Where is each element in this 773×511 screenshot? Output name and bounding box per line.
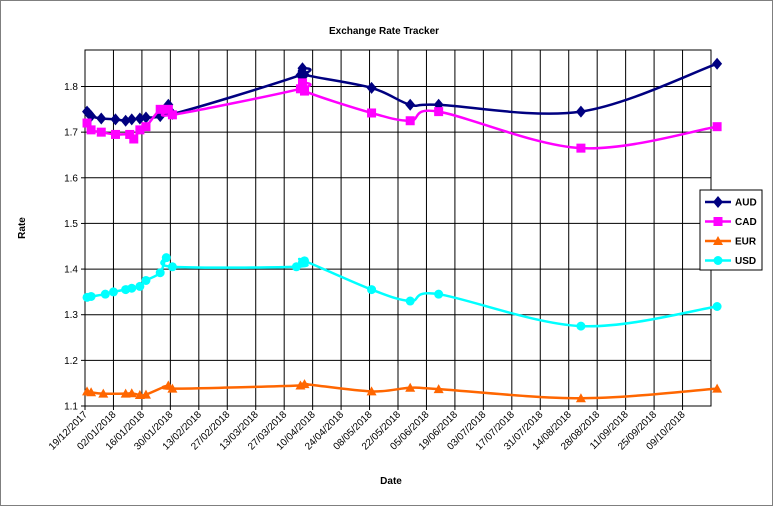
data-point-aud xyxy=(575,105,586,118)
data-point-eur xyxy=(575,393,586,403)
chart-title: Exchange Rate Tracker xyxy=(329,26,439,37)
data-point-aud xyxy=(140,111,151,124)
data-point-usd xyxy=(127,283,137,293)
data-point-eur xyxy=(140,389,151,399)
data-point-aud xyxy=(126,113,137,126)
data-point-aud xyxy=(299,68,310,81)
data-point-eur xyxy=(299,379,310,389)
series-layer xyxy=(82,57,723,403)
data-point-aud xyxy=(405,98,416,111)
data-point-cad xyxy=(155,104,165,114)
data-point-usd xyxy=(141,275,151,285)
data-point-usd xyxy=(100,289,110,299)
y-tick-label: 1.6 xyxy=(64,173,78,184)
data-point-cad xyxy=(576,143,586,153)
legend-box xyxy=(699,189,763,271)
legend-label: EUR xyxy=(735,237,757,248)
y-tick-label: 1.2 xyxy=(64,356,78,367)
data-point-cad xyxy=(405,116,415,126)
data-point-usd xyxy=(155,268,165,278)
data-point-eur xyxy=(98,388,109,398)
data-point-usd xyxy=(367,285,377,295)
y-tick-label: 1.7 xyxy=(64,128,78,139)
data-point-aud xyxy=(712,57,723,70)
data-point-cad xyxy=(141,122,151,132)
legend-item-cad: CAD xyxy=(705,217,757,228)
legend-marker-cad xyxy=(713,217,723,226)
data-point-aud xyxy=(366,81,377,94)
data-point-cad xyxy=(82,118,92,128)
data-point-aud xyxy=(96,112,107,125)
data-point-usd xyxy=(300,256,310,266)
data-point-eur xyxy=(86,387,97,397)
data-point-cad xyxy=(86,125,96,135)
y-axis: 1.1 1.2 1.3 1.4 1.5 1.6 1.7 1.8 xyxy=(64,82,85,413)
data-point-cad xyxy=(434,107,444,117)
legend-marker-aud xyxy=(713,196,723,208)
legend-item-usd: USD xyxy=(705,256,756,267)
series-usd xyxy=(82,253,722,331)
data-point-usd xyxy=(167,262,177,272)
data-point-eur xyxy=(433,384,444,394)
x-axis-label: Date xyxy=(380,476,402,487)
y-tick-label: 1.5 xyxy=(64,219,78,230)
legend-label: CAD xyxy=(735,217,757,228)
data-point-eur xyxy=(405,382,416,392)
data-point-usd xyxy=(434,289,444,299)
data-point-cad xyxy=(300,86,310,96)
data-point-eur xyxy=(712,383,723,393)
series-cad xyxy=(82,78,722,153)
data-point-cad xyxy=(96,127,106,137)
legend-item-aud: AUD xyxy=(705,196,757,209)
legend-label: USD xyxy=(735,256,756,267)
legend-item-eur: EUR xyxy=(705,236,757,248)
data-point-usd xyxy=(161,253,171,263)
legend: AUD CAD EUR USD xyxy=(699,189,763,271)
data-point-usd xyxy=(86,291,96,301)
data-point-cad xyxy=(129,134,139,144)
data-point-cad xyxy=(712,122,722,132)
data-point-usd xyxy=(135,281,145,291)
data-point-cad xyxy=(110,129,120,139)
y-tick-label: 1.3 xyxy=(64,310,78,321)
data-point-eur xyxy=(366,386,377,396)
data-point-cad xyxy=(135,125,145,135)
data-point-aud xyxy=(134,112,145,125)
data-point-cad xyxy=(297,78,307,88)
data-point-eur xyxy=(167,383,178,393)
data-point-cad xyxy=(163,104,173,114)
y-tick-label: 1.1 xyxy=(64,402,78,413)
series-eur xyxy=(82,379,723,403)
y-axis-label: Rate xyxy=(17,217,28,239)
data-point-usd xyxy=(576,321,586,331)
data-point-aud xyxy=(110,113,121,126)
legend-marker-usd xyxy=(713,256,723,265)
y-tick-label: 1.8 xyxy=(64,82,78,93)
data-point-usd xyxy=(405,296,415,306)
data-point-cad xyxy=(125,129,135,139)
data-point-cad xyxy=(367,108,377,118)
legend-marker-eur xyxy=(713,236,723,245)
data-point-eur xyxy=(126,388,137,398)
y-tick-label: 1.4 xyxy=(64,265,78,276)
legend-label: AUD xyxy=(735,198,757,209)
data-point-usd xyxy=(108,287,118,297)
data-point-usd xyxy=(712,302,722,312)
data-point-cad xyxy=(167,110,177,120)
